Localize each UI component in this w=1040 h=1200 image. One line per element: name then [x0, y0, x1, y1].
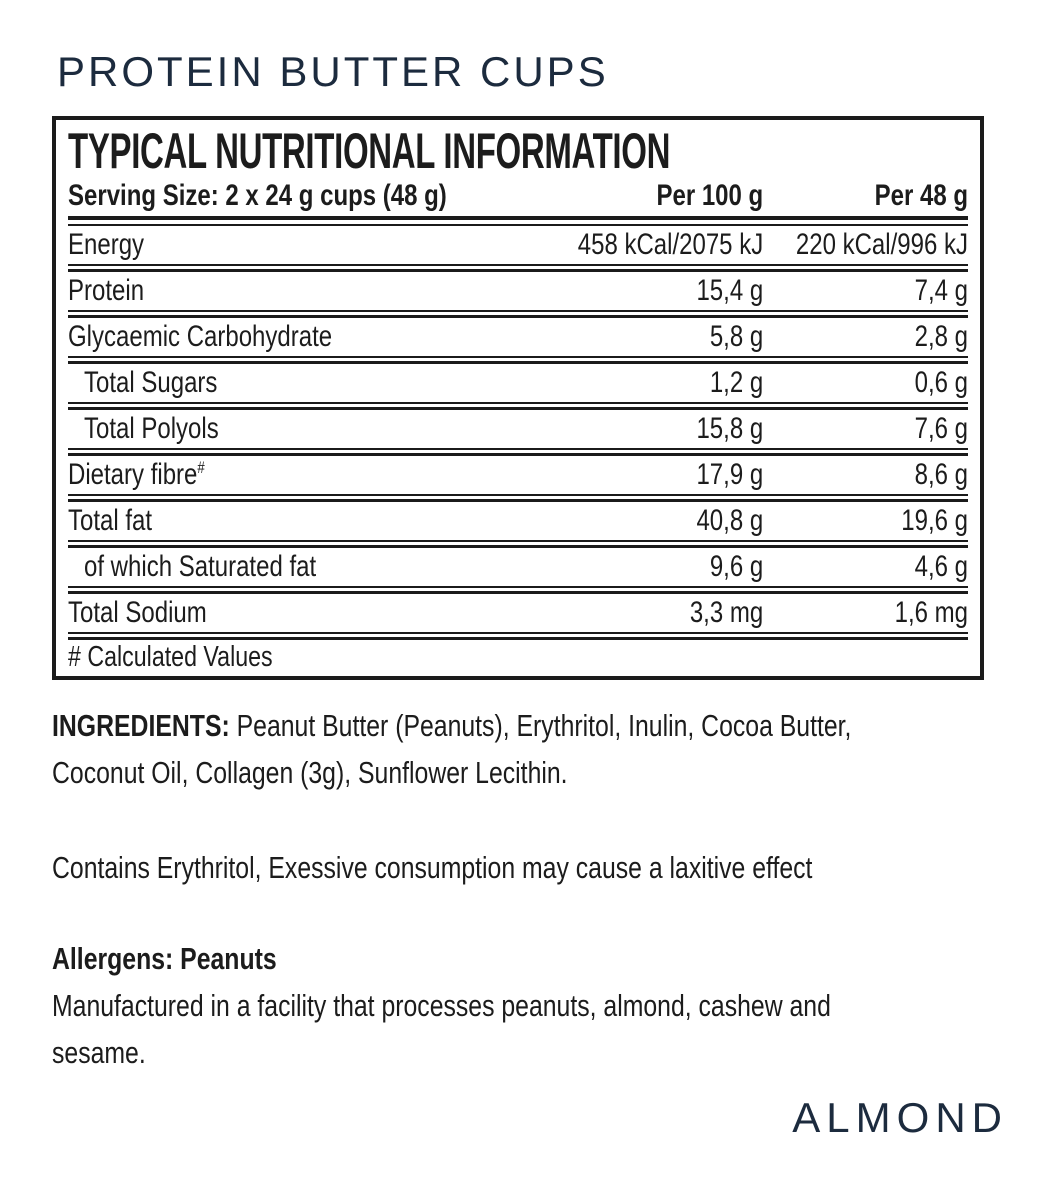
row-value-per-48g: 7,4 g	[914, 274, 968, 307]
row-value-per-48g: 4,6 g	[914, 550, 968, 583]
facility-line-1: Manufactured in a facility that processe…	[52, 988, 831, 1023]
row-value-per-100g: 3,3 mg	[689, 596, 764, 629]
row-value-per-100g: 17,9 g	[696, 458, 764, 491]
table-row-protein: Protein 15,4 g 7,4 g	[68, 272, 968, 310]
facility-line-2: sesame.	[52, 1035, 146, 1070]
product-title: PROTEIN BUTTER CUPS	[57, 48, 609, 95]
facility-notice: Manufactured in a facility that processe…	[52, 982, 1040, 1076]
row-value-per-100g: 15,8 g	[696, 412, 764, 445]
label-sheet: PROTEIN BUTTER CUPS TYPICAL NUTRITIONAL …	[52, 48, 1040, 1141]
row-value-per-100g: 1,2 g	[709, 366, 764, 399]
row-value-per-48g: 2,8 g	[914, 320, 968, 353]
allergens-text: Allergens: Peanuts	[52, 941, 277, 976]
table-row-energy: Energy 458 kCal/2075 kJ 220 kCal/996 kJ	[68, 226, 968, 264]
row-label: Glycaemic Carbohydrate	[68, 320, 333, 353]
ingredients-line-2: Coconut Oil, Collagen (3g), Sunflower Le…	[52, 755, 568, 790]
row-value-per-100g: 40,8 g	[696, 504, 764, 537]
nutrition-table: TYPICAL NUTRITIONAL INFORMATION Serving …	[52, 116, 984, 680]
row-value-per-100g: 458 kCal/2075 kJ	[577, 228, 764, 261]
row-value-per-48g: 1,6 mg	[894, 596, 968, 629]
row-label: Energy	[68, 228, 145, 261]
serving-size-label: Serving Size: 2 x 24 g cups (48 g)	[68, 179, 447, 212]
row-label: Total Sodium	[68, 596, 207, 629]
row-label: Total Polyols	[84, 412, 219, 445]
ingredients-line-1: INGREDIENTS: Peanut Butter (Peanuts), Er…	[52, 702, 1040, 749]
flavour-variant: ALMOND	[792, 1094, 1008, 1141]
row-divider	[68, 310, 968, 318]
ingredients-paragraph: INGREDIENTS: Peanut Butter (Peanuts), Er…	[52, 702, 1040, 796]
table-row-dietary-fibre: Dietary fibre# 17,9 g 8,6 g	[68, 456, 968, 494]
row-value-per-100g: 15,4 g	[696, 274, 764, 307]
column-header-per-48g: Per 48 g	[874, 179, 968, 212]
row-label: of which Saturated fat	[84, 550, 317, 583]
row-divider	[68, 356, 968, 364]
row-value-per-48g: 7,6 g	[914, 412, 968, 445]
row-divider	[68, 494, 968, 502]
row-value-per-100g: 9,6 g	[709, 550, 764, 583]
row-value-per-100g: 5,8 g	[709, 320, 764, 353]
calculated-value-marker: #	[197, 459, 205, 477]
nutrition-table-heading: TYPICAL NUTRITIONAL INFORMATION	[68, 123, 671, 179]
allergens-heading: Allergens: Peanuts	[52, 935, 1040, 982]
serving-size-header-row: Serving Size: 2 x 24 g cups (48 g) Per 1…	[68, 176, 968, 216]
table-row-total-polyols: Total Polyols 15,8 g 7,6 g	[68, 410, 968, 448]
erythritol-notice: Contains Erythritol, Exessive consumptio…	[52, 844, 1040, 891]
row-value-per-48g: 19,6 g	[901, 504, 968, 537]
footnote-text: # Calculated Values	[68, 641, 273, 673]
row-label: Protein	[68, 274, 145, 307]
table-row-saturated-fat: of which Saturated fat 9,6 g 4,6 g	[68, 548, 968, 586]
erythritol-notice-text: Contains Erythritol, Exessive consumptio…	[52, 850, 813, 885]
row-divider	[68, 402, 968, 410]
header-divider	[68, 216, 968, 226]
column-header-per-100g: Per 100 g	[656, 179, 764, 212]
table-row-total-sodium: Total Sodium 3,3 mg 1,6 mg	[68, 594, 968, 632]
row-divider	[68, 540, 968, 548]
row-divider	[68, 448, 968, 456]
table-footnote-row: # Calculated Values	[68, 640, 968, 674]
row-label: Total fat	[68, 504, 153, 537]
table-row-total-sugars: Total Sugars 1,2 g 0,6 g	[68, 364, 968, 402]
row-label: Total Sugars	[84, 366, 218, 399]
row-divider	[68, 586, 968, 594]
table-row-glycaemic-carbohydrate: Glycaemic Carbohydrate 5,8 g 2,8 g	[68, 318, 968, 356]
row-value-per-48g: 0,6 g	[914, 366, 968, 399]
nutrition-table-body: Serving Size: 2 x 24 g cups (48 g) Per 1…	[68, 176, 968, 674]
ingredients-text-1: Peanut Butter (Peanuts), Erythritol, Inu…	[229, 708, 852, 743]
table-row-total-fat: Total fat 40,8 g 19,6 g	[68, 502, 968, 540]
row-divider	[68, 632, 968, 640]
row-divider	[68, 264, 968, 272]
ingredients-label: INGREDIENTS:	[52, 708, 230, 743]
row-value-per-48g: 8,6 g	[914, 458, 968, 491]
row-value-per-48g: 220 kCal/996 kJ	[795, 228, 968, 261]
row-label: Dietary fibre	[68, 458, 198, 491]
